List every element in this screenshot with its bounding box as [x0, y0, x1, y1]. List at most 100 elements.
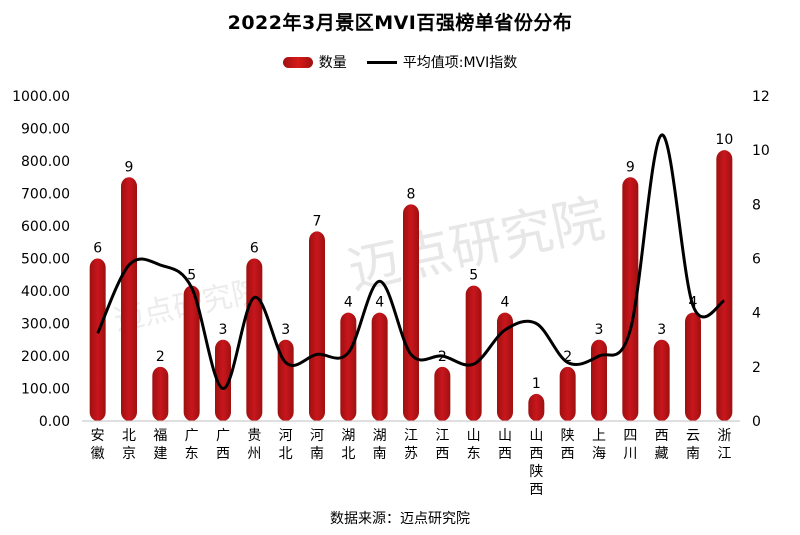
x-tick-label: 西 [529, 482, 543, 498]
x-tick-label: 东 [185, 446, 199, 462]
x-tick-label: 广 [216, 428, 230, 444]
x-tick-label: 云 [686, 428, 700, 444]
y-right-tick-label: 6 [752, 252, 761, 268]
x-tick-label: 江 [404, 428, 418, 444]
bar-data-label: 4 [375, 295, 384, 311]
y-left-tick-label: 700.00 [21, 187, 70, 203]
y-left-tick-label: 500.00 [21, 252, 70, 268]
x-tick-label: 贵 [247, 428, 261, 444]
x-tick-label: 西 [655, 428, 669, 444]
x-tick-label: 川 [623, 446, 637, 462]
bar-data-label: 3 [219, 322, 228, 338]
y-right-tick-label: 0 [752, 414, 761, 430]
bar-data-label: 6 [93, 241, 102, 257]
bar [152, 366, 169, 421]
bar-data-label: 3 [657, 322, 666, 338]
legend-item-mvi: 平均值项:MVI指数 [366, 52, 518, 72]
x-tick-label: 湖 [373, 428, 387, 444]
x-tick-label: 江 [435, 428, 449, 444]
bar [559, 366, 576, 421]
bar-data-label: 3 [281, 322, 290, 338]
x-tick-label: 北 [341, 446, 355, 462]
bar [246, 258, 263, 421]
x-tick-label: 南 [373, 446, 387, 462]
legend-item-count: 数量 [282, 52, 347, 72]
x-tick-label: 苏 [404, 446, 418, 462]
x-tick-label: 浙 [717, 428, 731, 444]
legend: 数量 平均值项:MVI指数 [0, 52, 800, 72]
x-tick-label: 上 [592, 428, 606, 444]
bar-data-label: 10 [715, 132, 733, 148]
x-tick-label: 东 [467, 446, 481, 462]
bar-data-label: 1 [532, 376, 541, 392]
bar-data-label: 5 [187, 268, 196, 284]
bar [215, 339, 231, 421]
bar [716, 150, 733, 421]
y-right-tick-label: 12 [752, 89, 770, 105]
bar-data-label: 5 [469, 268, 478, 284]
bar [528, 393, 545, 421]
x-tick-label: 州 [247, 446, 261, 462]
y-left-tick-label: 1000.00 [12, 89, 70, 105]
x-tick-label: 京 [122, 446, 136, 462]
x-tick-label: 南 [310, 446, 324, 462]
x-tick-label: 西 [216, 446, 230, 462]
x-tick-label: 陕 [561, 428, 575, 444]
x-tick-label: 安 [91, 428, 105, 444]
x-tick-label: 西 [561, 446, 575, 462]
x-tick-label: 四 [623, 428, 637, 444]
x-tick-label: 福 [153, 428, 167, 444]
bar-data-label: 9 [626, 159, 635, 175]
bar-data-label: 4 [344, 295, 353, 311]
chart-title: 2022年3月景区MVI百强榜单省份分布 [227, 12, 573, 34]
x-tick-label: 海 [592, 446, 606, 462]
bar [653, 339, 670, 421]
x-tick-label: 湖 [341, 428, 355, 444]
x-tick-label: 河 [310, 428, 324, 444]
x-tick-label: 徽 [91, 446, 105, 462]
x-tick-label: 西 [435, 446, 449, 462]
y-left-tick-label: 300.00 [21, 317, 70, 333]
source-note: 数据来源：迈点研究院 [330, 511, 470, 527]
x-tick-label: 北 [122, 428, 136, 444]
x-tick-label: 广 [185, 428, 199, 444]
bar [685, 312, 701, 421]
bar-data-label: 2 [156, 349, 165, 365]
x-tick-label: 建 [153, 446, 167, 462]
bar [340, 312, 357, 421]
y-left-tick-label: 800.00 [21, 154, 70, 170]
bar-data-label: 3 [595, 322, 604, 338]
legend-label-count: 数量 [318, 55, 347, 71]
bar [434, 366, 451, 421]
x-tick-label: 江 [717, 446, 731, 462]
y-left-tick-label: 100.00 [21, 382, 70, 398]
bar-data-label: 6 [250, 241, 259, 257]
bar [371, 312, 388, 421]
legend-label-mvi: 平均值项:MVI指数 [402, 55, 518, 71]
bar [497, 312, 513, 421]
bar [89, 258, 106, 421]
bar [277, 339, 294, 421]
y-right-tick-label: 2 [752, 360, 761, 376]
x-tick-label: 藏 [655, 446, 669, 462]
y-left-tick-label: 0.00 [39, 414, 70, 430]
x-tick-label: 西 [498, 446, 512, 462]
bar-data-label: 2 [563, 349, 572, 365]
legend-line-swatch [366, 60, 397, 64]
bar-data-label: 7 [313, 213, 322, 229]
y-right-tick-label: 8 [752, 197, 761, 213]
y-right-tick-label: 4 [752, 306, 761, 322]
y-left-tick-label: 600.00 [21, 219, 70, 235]
x-tick-label: 山 [467, 428, 481, 444]
bar-data-label: 8 [407, 186, 416, 202]
x-tick-label: 西 [529, 446, 543, 462]
bar [403, 204, 419, 421]
bar-data-label: 9 [125, 159, 134, 175]
x-tick-label: 陕 [529, 464, 543, 480]
bar [183, 285, 200, 421]
y-left-tick-label: 900.00 [21, 122, 70, 138]
bar [309, 231, 325, 421]
y-left-tick-label: 400.00 [21, 284, 70, 300]
x-tick-label: 山 [498, 428, 512, 444]
